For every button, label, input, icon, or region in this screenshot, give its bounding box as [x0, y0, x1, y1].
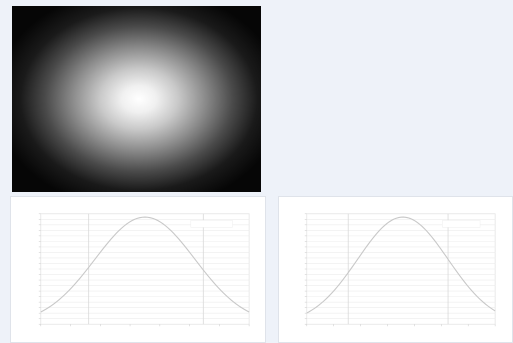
beam-spot	[12, 6, 261, 192]
vertical-profile-chart	[304, 213, 496, 327]
beam-intensity-image	[12, 6, 261, 192]
vertical-profile-plot	[278, 196, 513, 343]
profile-curve	[306, 216, 496, 314]
horizontal-profile-plot	[10, 196, 266, 343]
profile-curve	[40, 216, 250, 313]
legend-box	[190, 220, 233, 228]
horizontal-profile-chart	[38, 213, 250, 327]
legend-box	[442, 220, 481, 228]
